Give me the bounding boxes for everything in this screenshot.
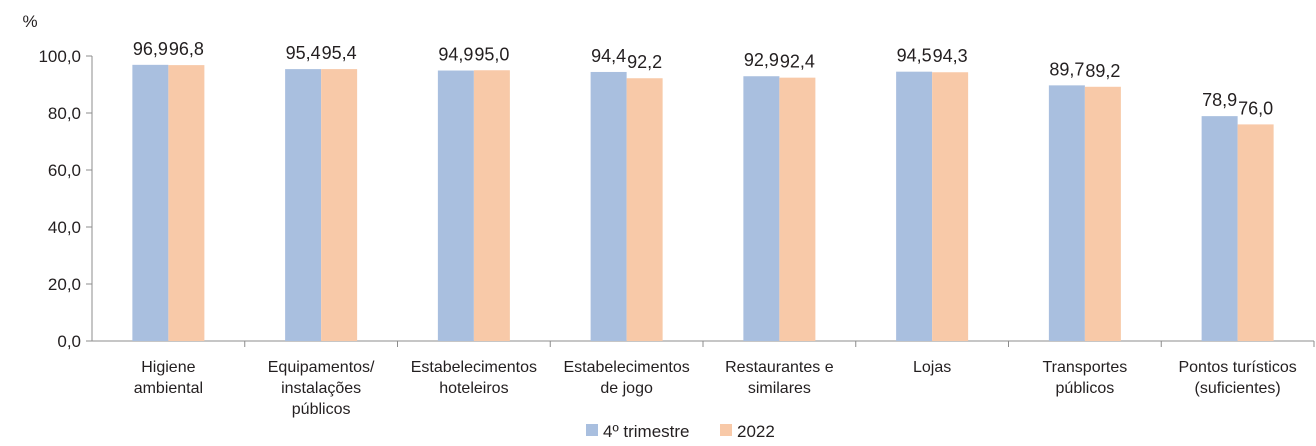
bar-q4 — [132, 64, 169, 342]
bar-q4 — [896, 71, 933, 342]
category-label: Higiene ambiental — [134, 359, 203, 397]
data-label: 95,0 — [474, 44, 509, 64]
bar-q4 — [1201, 116, 1238, 341]
y-tick-label: 60,0 — [48, 161, 81, 180]
bar-2022 — [779, 77, 816, 341]
y-tick-label: 40,0 — [48, 218, 81, 237]
bar-2022 — [1237, 124, 1274, 342]
y-tick-label: 20,0 — [48, 275, 81, 294]
bar-2022 — [168, 65, 205, 342]
data-label: 92,4 — [780, 52, 815, 72]
data-label: 94,3 — [933, 46, 968, 66]
y-axis-unit-label: % — [22, 12, 37, 31]
category-label: Estabelecimentos de jogo — [563, 359, 689, 397]
y-tick-label: 0,0 — [57, 332, 81, 351]
data-label: 95,4 — [286, 43, 321, 63]
data-label: 94,9 — [438, 45, 473, 65]
category-label: Lojas — [913, 359, 951, 376]
category-label: Pontos turísticos (suficientes) — [1178, 359, 1296, 397]
bar-2022 — [1084, 86, 1121, 341]
data-label: 94,5 — [897, 46, 932, 66]
bar-q4 — [590, 71, 627, 342]
data-label: 78,9 — [1202, 90, 1237, 110]
data-label: 92,2 — [627, 52, 662, 72]
data-label: 76,0 — [1238, 98, 1273, 118]
legend-label: 2022 — [737, 422, 775, 441]
y-tick-label: 80,0 — [48, 104, 81, 123]
category-label: Equipamentos/instalações públicos — [268, 359, 375, 418]
bar-q4 — [743, 76, 780, 342]
data-label: 96,9 — [133, 39, 168, 59]
legend-swatch — [720, 424, 732, 436]
bar-q4 — [285, 69, 322, 342]
data-label: 89,7 — [1049, 59, 1084, 79]
y-tick-label: 100,0 — [38, 47, 81, 66]
data-label: 95,4 — [322, 43, 357, 63]
legend-swatch — [586, 424, 598, 436]
legend-label: 4º trimestre — [603, 422, 690, 441]
bar-2022 — [932, 72, 969, 342]
data-label: 94,4 — [591, 46, 626, 66]
bar-q4 — [437, 70, 474, 341]
category-label: Estabelecimentos hoteleiros — [411, 359, 537, 397]
bar-2022 — [473, 70, 510, 341]
data-label: 89,2 — [1085, 61, 1120, 81]
data-label: 92,9 — [744, 50, 779, 70]
data-label: 96,8 — [169, 39, 204, 59]
bar-q4 — [1048, 85, 1085, 341]
bar-2022 — [321, 69, 358, 342]
category-label: Restaurantes e similares — [725, 359, 834, 397]
bar-2022 — [626, 78, 663, 341]
category-label: Transportes públicos — [1042, 359, 1127, 397]
